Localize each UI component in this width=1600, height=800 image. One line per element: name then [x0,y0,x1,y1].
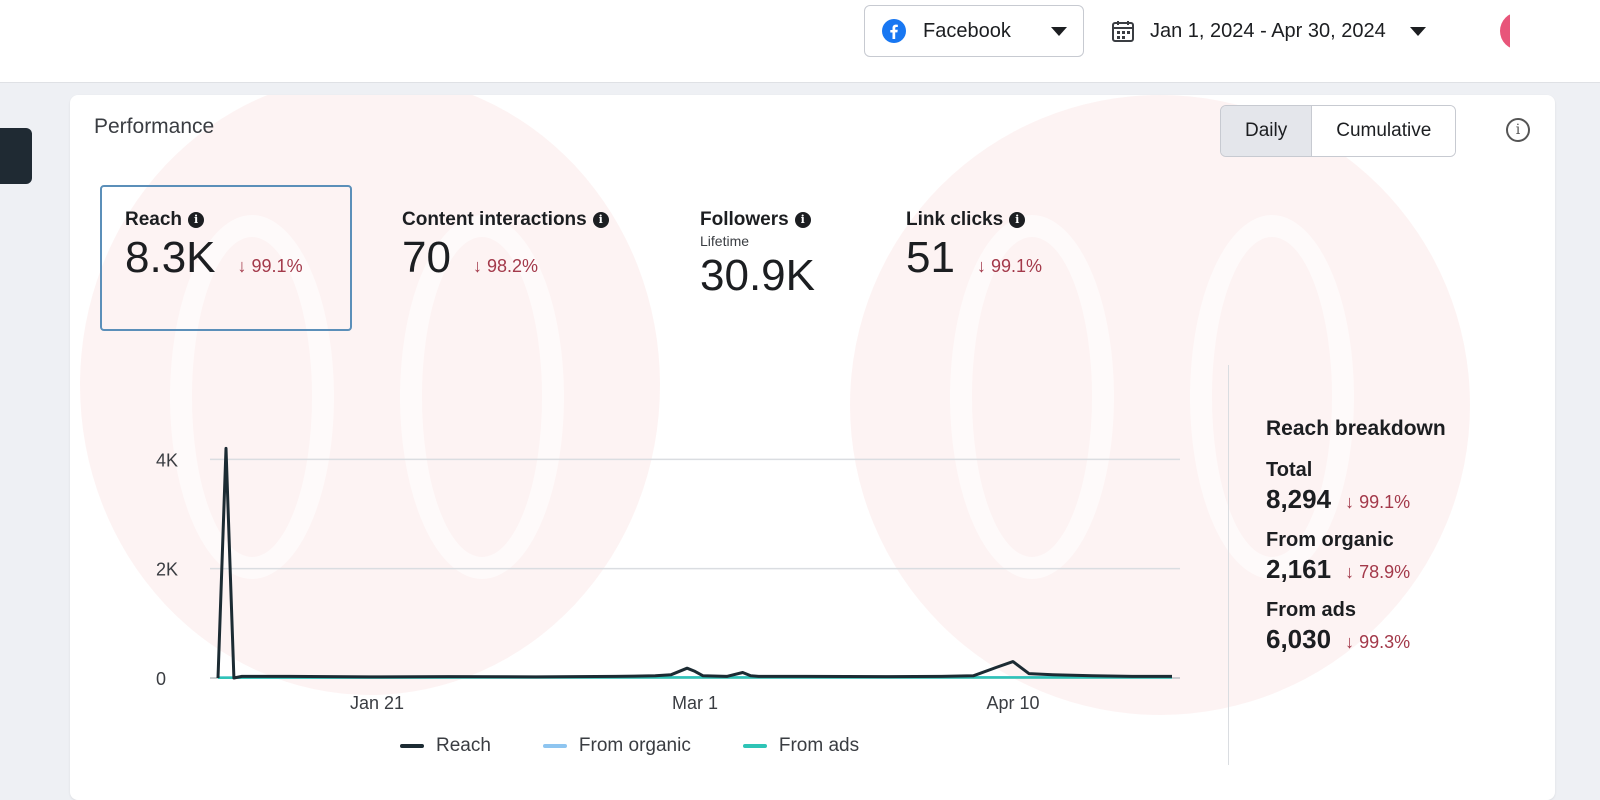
y-tick-label: 0 [156,669,166,689]
calendar-icon [1112,21,1134,42]
arrow-down-icon: ↓ [1345,562,1360,582]
metric-value-row: 30.9K [700,251,815,301]
arrow-down-icon: ↓ [976,256,991,276]
legend-item-reach[interactable]: Reach [400,735,491,757]
breakdown-value: 6,030 [1266,624,1332,654]
metric-reach[interactable]: Reach i 8.3K ↓ 99.1% [100,185,352,331]
breakdown-change-value: 99.3% [1359,632,1411,652]
info-icon[interactable]: i [188,212,205,228]
metric-label-row: Followers i [700,209,815,231]
breakdown-divider [1228,365,1229,765]
metric-value-row: 70 ↓ 98.2% [402,233,609,283]
date-range-label: Jan 1, 2024 - Apr 30, 2024 [1150,19,1386,42]
legend-swatch [742,744,767,748]
legend-swatch [542,744,567,748]
metric-value-row: 51 ↓ 99.1% [906,233,1042,283]
chart-legend: Reach From organic From ads [400,735,859,757]
metric-label: Reach [125,209,183,230]
legend-label: From ads [778,735,860,756]
breakdown-value-row: 8,294 ↓ 99.1% [1266,484,1536,515]
breakdown-label: Total [1266,459,1313,481]
breakdown-value: 2,161 [1266,554,1332,584]
metric-content-interactions[interactable]: Content interactions i 70 ↓ 98.2% [402,209,609,283]
legend-label: Reach [436,735,491,756]
breakdown-change: ↓ 99.1% [1345,492,1410,513]
legend-item-organic[interactable]: From organic [542,735,691,757]
chevron-down-icon [1051,26,1067,36]
breakdown-change-value: 99.1% [1359,492,1411,512]
arrow-down-icon: ↓ [1345,492,1360,512]
arrow-down-icon: ↓ [1345,632,1360,652]
breakdown-label: From organic [1266,529,1394,551]
metric-change-value: 99.1% [251,256,303,276]
platform-selector[interactable]: Facebook [864,5,1084,57]
sidebar-toggle[interactable] [0,128,32,184]
arrow-down-icon: ↓ [472,256,487,276]
metric-followers[interactable]: Followers i Lifetime 30.9K [700,209,815,301]
breakdown-change: ↓ 99.3% [1345,632,1410,653]
reach-line-chart[interactable]: 4K 2K 0 Jan 21 Mar 1 Apr 10 [70,95,1220,735]
breakdown-item-organic: From organic 2,161 ↓ 78.9% [1266,529,1536,585]
metric-value-row: 8.3K ↓ 99.1% [125,233,350,283]
legend-item-ads[interactable]: From ads [742,735,860,757]
metric-label-row: Reach i [125,209,350,231]
breakdown-value-row: 6,030 ↓ 99.3% [1266,624,1536,655]
metric-subtitle: Lifetime [700,233,750,249]
metric-label-row: Link clicks i [906,209,1042,231]
metric-link-clicks[interactable]: Link clicks i 51 ↓ 99.1% [906,209,1042,283]
info-icon[interactable]: i [592,212,609,228]
metric-change-value: 98.2% [486,256,539,276]
breakdown-change: ↓ 78.9% [1345,562,1410,583]
reach-breakdown: Reach breakdown Total 8,294 ↓ 99.1% From… [1266,417,1536,669]
series-line-reach[interactable] [216,446,1172,680]
x-tick-label: Mar 1 [672,693,718,713]
platform-label: Facebook [923,19,1011,42]
metric-label: Link clicks [906,209,1004,230]
arrow-down-icon: ↓ [237,256,252,276]
cumulative-toggle-button[interactable]: Cumulative [1312,106,1456,156]
breakdown-value-row: 2,161 ↓ 78.9% [1266,554,1536,585]
metric-label-row: Content interactions i [402,209,609,231]
date-range-picker[interactable]: Jan 1, 2024 - Apr 30, 2024 [1110,5,1426,57]
metric-label: Content interactions [402,209,587,230]
metric-label: Followers [700,209,789,230]
metric-value: 8.3K [125,233,216,282]
y-tick-label: 2K [156,560,178,580]
y-tick-label: 4K [156,450,178,470]
info-icon[interactable]: i [1506,118,1530,142]
metric-value: 51 [906,233,955,282]
info-icon[interactable]: i [794,212,811,228]
performance-card: Performance Daily Cumulative i Reach i 8.… [70,95,1555,800]
chevron-down-icon [1409,26,1426,36]
topbar-edge [1510,0,1600,82]
legend-swatch [400,744,424,748]
metric-change: ↓ 99.1% [977,256,1042,277]
legend-label: From organic [578,735,691,756]
facebook-icon [882,19,906,43]
x-tick-label: Jan 21 [350,693,404,713]
view-toggle: Daily Cumulative [1220,105,1457,157]
breakdown-change-value: 78.9% [1359,562,1411,582]
breakdown-value: 8,294 [1266,484,1332,514]
breakdown-title: Reach breakdown [1266,417,1446,440]
metric-value: 30.9K [700,251,815,300]
breakdown-label: From ads [1266,599,1357,621]
metric-value: 70 [402,233,451,282]
metric-change: ↓ 99.1% [238,256,303,277]
metric-change-value: 99.1% [990,256,1043,276]
metric-change: ↓ 98.2% [473,256,538,277]
breakdown-item-total: Total 8,294 ↓ 99.1% [1266,459,1536,515]
card-title: Performance [94,115,215,138]
breakdown-item-ads: From ads 6,030 ↓ 99.3% [1266,599,1536,655]
daily-toggle-button[interactable]: Daily [1221,106,1313,156]
top-bar: Facebook Jan 1, 2024 - Apr 30, 2024 [0,0,1600,83]
x-tick-label: Apr 10 [987,693,1040,713]
info-icon[interactable]: i [1009,212,1026,228]
